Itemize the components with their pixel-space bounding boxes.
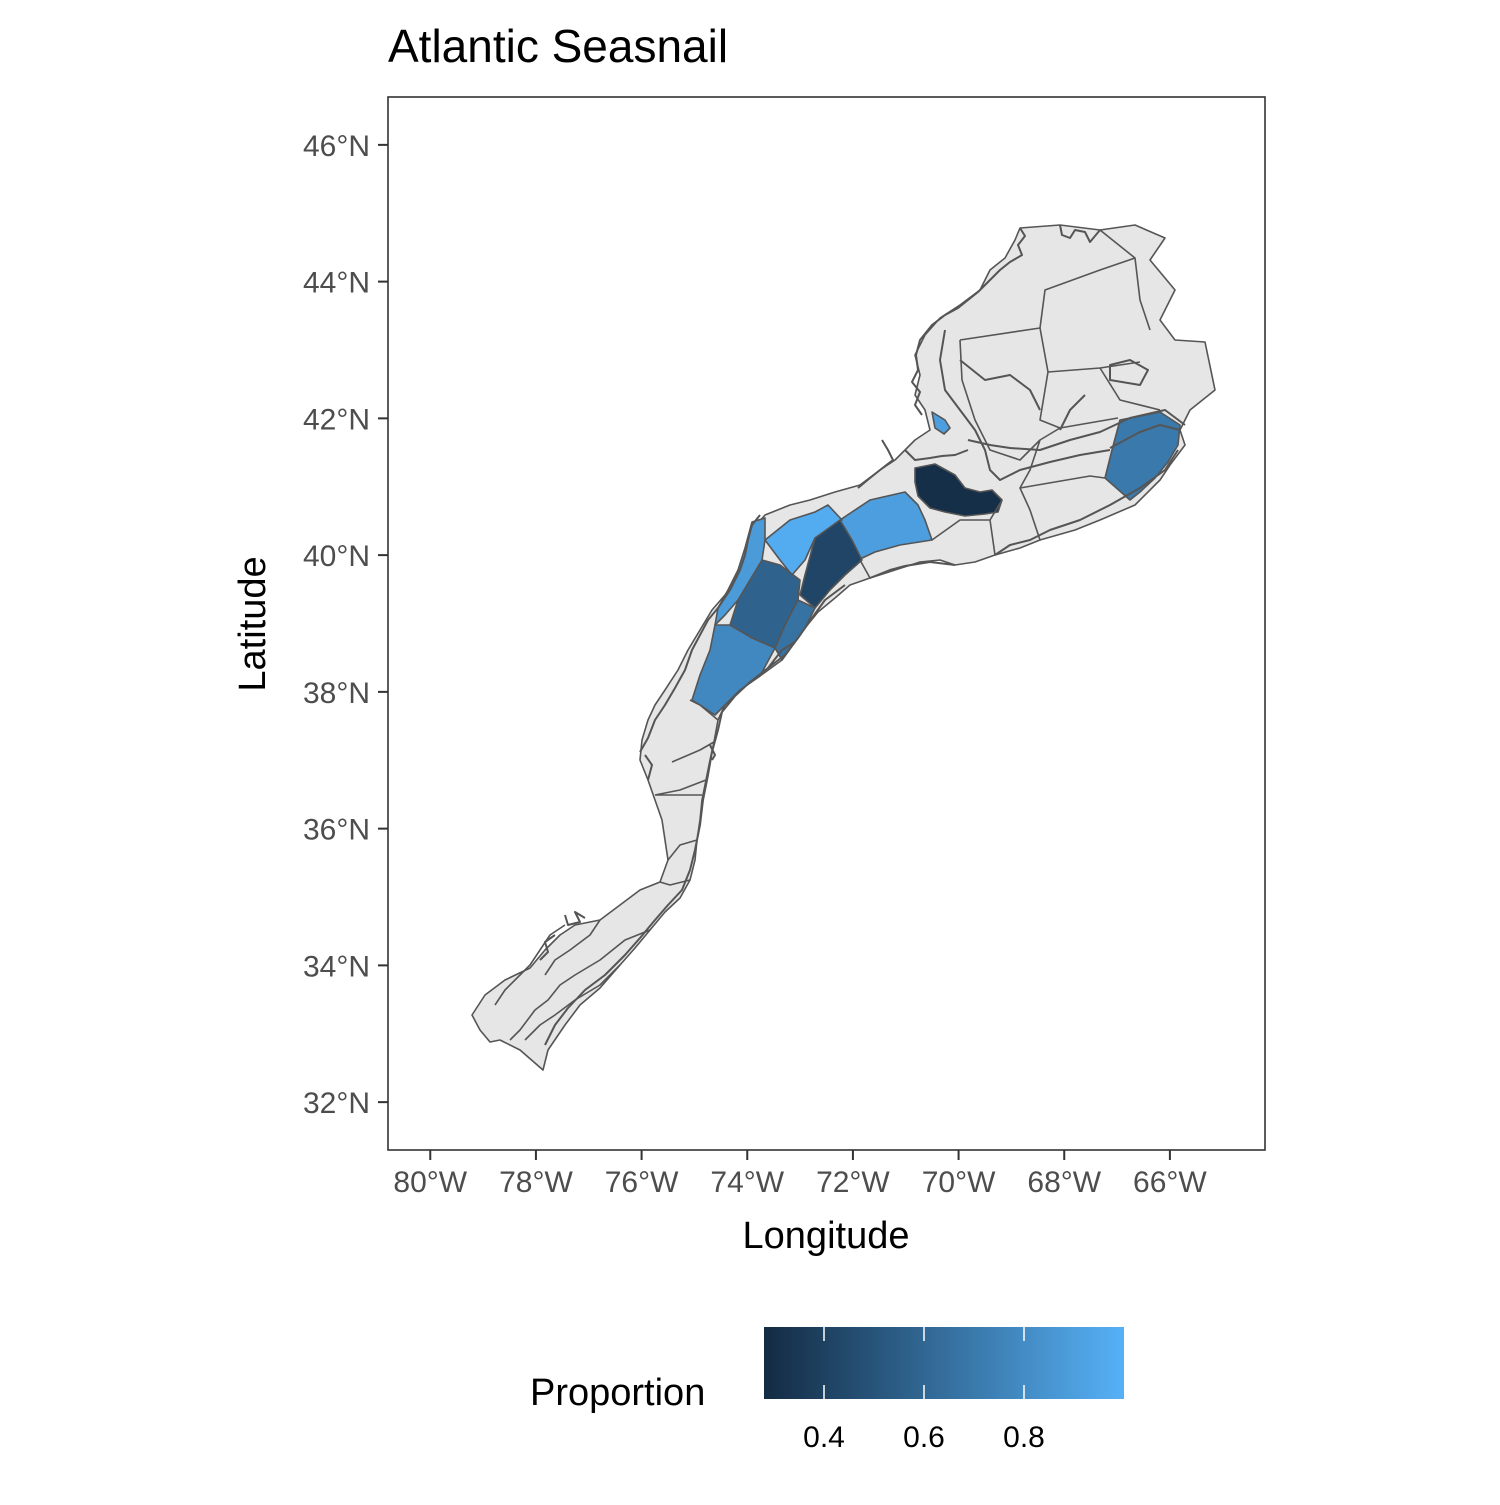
y-tick-label-6: 44°N [303, 267, 370, 300]
legend-ticks: 0.4 0.6 0.8 [803, 1327, 1045, 1454]
shelf-region-nodata [471, 224, 1216, 1071]
x-tick-label-5: 70°W [922, 1166, 996, 1199]
legend-tick-label-0: 0.4 [803, 1421, 845, 1454]
legend: Proportion 0.4 0.6 0.8 [530, 1327, 1124, 1454]
legend-title: Proportion [530, 1372, 705, 1414]
y-axis-title: Latitude [232, 556, 274, 691]
y-axis: 32°N 34°N 36°N 38°N 40°N 42°N 44°N 46°N [303, 130, 388, 1120]
y-tick-label-5: 42°N [303, 403, 370, 436]
legend-tick-label-2: 0.8 [1003, 1421, 1045, 1454]
x-axis-title: Longitude [743, 1215, 910, 1257]
y-tick-label-7: 46°N [303, 130, 370, 163]
region-delmarva-shelf [691, 624, 776, 716]
x-tick-label-1: 78°W [499, 1166, 573, 1199]
x-tick-label-0: 80°W [393, 1166, 467, 1199]
x-tick-label-4: 72°W [816, 1166, 890, 1199]
y-tick-label-1: 34°N [303, 950, 370, 983]
x-tick-label-7: 66°W [1133, 1166, 1207, 1199]
region-nantucket-shoals [914, 463, 1003, 517]
map-layer [471, 224, 1216, 1071]
depth-contours [544, 329, 1186, 1046]
x-tick-label-6: 68°W [1027, 1166, 1101, 1199]
y-tick-label-3: 38°N [303, 677, 370, 710]
x-tick-label-2: 76°W [605, 1166, 679, 1199]
x-axis: 80°W 78°W 76°W 74°W 72°W 70°W 68°W 66°W [393, 1150, 1207, 1199]
stratum-boundaries [494, 229, 1161, 1041]
legend-tick-label-1: 0.6 [903, 1421, 945, 1454]
coastline [539, 224, 1101, 961]
chart-title: Atlantic Seasnail [388, 20, 728, 72]
plot-panel-border [387, 96, 1266, 1151]
region-cape-cod-bay [931, 411, 951, 435]
legend-colorbar [764, 1327, 1124, 1399]
region-hudson-canyon [799, 519, 863, 609]
x-tick-label-3: 74°W [710, 1166, 784, 1199]
y-tick-label-2: 36°N [303, 814, 370, 847]
y-tick-label-0: 32°N [303, 1087, 370, 1120]
y-tick-label-4: 40°N [303, 540, 370, 573]
